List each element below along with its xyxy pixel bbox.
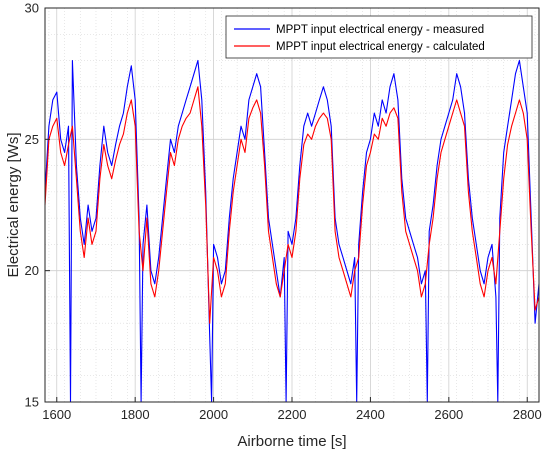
legend: MPPT input electrical energy - measured … [225, 15, 533, 59]
x-tick-label: 2000 [199, 407, 228, 422]
series-line-calculated [44, 86, 540, 324]
x-tick-label: 2200 [278, 407, 307, 422]
legend-label-measured: MPPT input electrical energy - measured [276, 24, 484, 36]
y-axis-label: Electrical energy [Ws] [5, 132, 22, 277]
series-line-measured [44, 59, 540, 403]
legend-box [225, 15, 533, 59]
series-layer [44, 59, 540, 403]
y-tick-label: 25 [25, 132, 39, 147]
x-axis-ticks: 1600 1800 2000 2200 2400 2600 2800 [42, 397, 542, 422]
x-tick-label: 1800 [121, 407, 150, 422]
y-tick-label: 20 [25, 263, 39, 278]
x-tick-label: 2600 [434, 407, 463, 422]
y-axis-ticks: 15 20 25 30 [25, 1, 50, 410]
legend-label-calculated: MPPT input electrical energy - calculate… [276, 41, 485, 53]
x-tick-label: 2400 [356, 407, 385, 422]
y-tick-label: 30 [25, 1, 39, 16]
x-tick-label: 2800 [513, 407, 542, 422]
x-tick-label: 1600 [42, 407, 71, 422]
y-tick-label: 15 [25, 395, 39, 410]
x-axis-label: Airborne time [s] [237, 433, 346, 450]
